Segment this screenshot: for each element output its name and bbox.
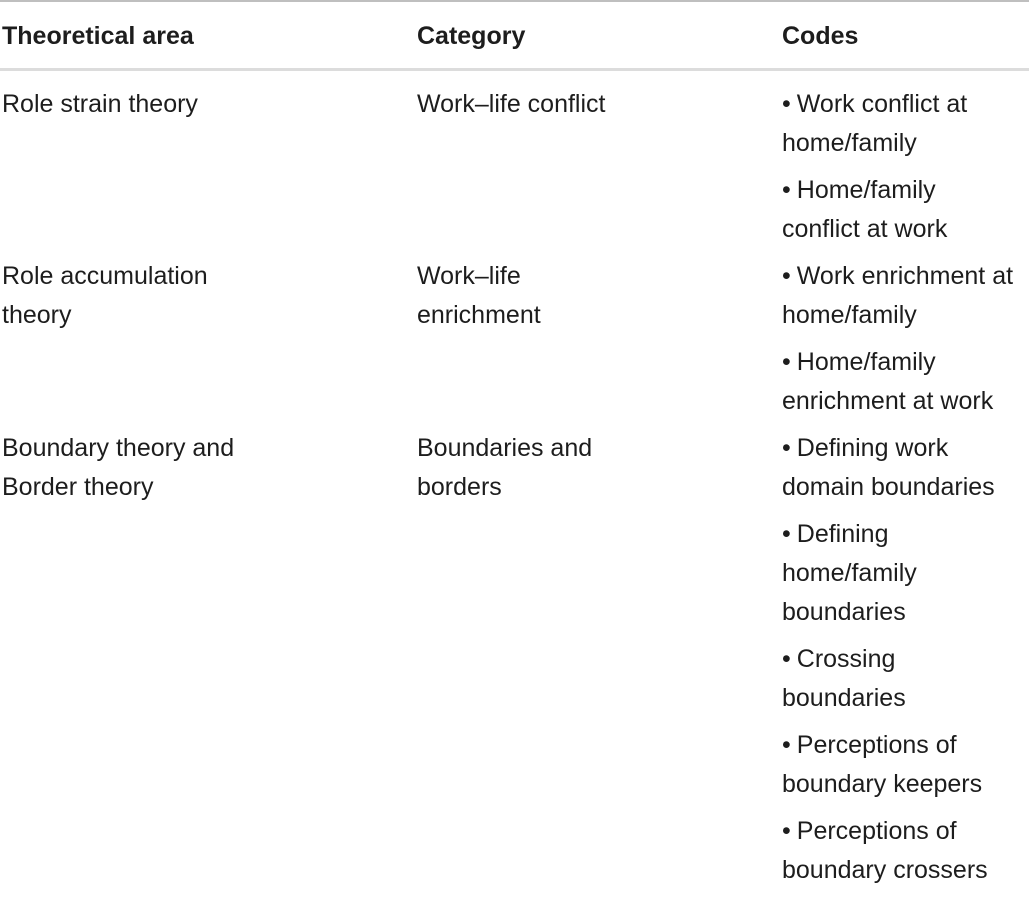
- table-row: Boundary theory and Border theory Boundar…: [0, 429, 1029, 898]
- cell-theoretical-area: Role accumulation theory: [2, 262, 208, 329]
- code-item: • Home/family enrichment at work: [782, 343, 1017, 421]
- code-item: • Crossing boundaries: [782, 640, 1017, 718]
- code-label: Home/family enrichment at work: [782, 348, 994, 415]
- code-item: • Home/family conflict at work: [782, 171, 1017, 249]
- bullet-icon: •: [782, 262, 791, 290]
- table-row: Role strain theory Work–life conflict • Wor…: [0, 85, 1029, 257]
- code-label: Work conflict at home/family: [782, 90, 968, 157]
- table-body: Role strain theory Work–life conflict • Wor…: [0, 71, 1029, 898]
- cell-codes: • Work enrichment at home/family • Home/fam…: [780, 257, 1017, 429]
- bullet-icon: •: [782, 348, 791, 376]
- bullet-icon: •: [782, 434, 791, 462]
- code-label: Home/family conflict at work: [782, 176, 948, 243]
- cell-category: Boundaries and borders: [417, 434, 593, 501]
- bullet-icon: •: [782, 817, 791, 845]
- code-item: • Defining work domain boundaries: [782, 429, 1017, 507]
- bullet-icon: •: [782, 520, 791, 548]
- code-label: Defining work domain boundaries: [782, 434, 995, 501]
- cell-category: Work–life conflict: [417, 90, 606, 118]
- cell-codes: • Work conflict at home/family • Home/famil…: [780, 85, 1017, 257]
- column-header-codes: Codes: [782, 22, 859, 50]
- code-item: • Perceptions of boundary keepers: [782, 726, 1017, 804]
- code-label: Work enrichment at home/family: [782, 262, 1014, 329]
- table-row: Role accumulation theory Work–life enrich…: [0, 257, 1029, 429]
- code-item: • Perceptions of boundary crossers: [782, 812, 1017, 890]
- code-label: Defining home/family boundaries: [782, 520, 917, 626]
- bullet-icon: •: [782, 645, 791, 673]
- cell-theoretical-area: Role strain theory: [2, 90, 198, 118]
- code-item: • Work enrichment at home/family: [782, 257, 1017, 335]
- table-header-row: Theoretical area Category Codes: [0, 2, 1029, 71]
- column-header-theoretical-area: Theoretical area: [2, 22, 194, 50]
- code-label: Perceptions of boundary keepers: [782, 731, 983, 798]
- bullet-icon: •: [782, 731, 791, 759]
- column-header-category: Category: [417, 22, 526, 50]
- bullet-icon: •: [782, 176, 791, 204]
- code-label: Perceptions of boundary crossers: [782, 817, 988, 884]
- code-item: • Defining home/family boundaries: [782, 515, 1017, 632]
- cell-category: Work–life enrichment: [417, 262, 541, 329]
- cell-codes: • Defining work domain boundaries • Definin…: [780, 429, 1017, 898]
- code-label: Crossing boundaries: [782, 645, 906, 712]
- code-item: • Work conflict at home/family: [782, 85, 1017, 163]
- bullet-icon: •: [782, 90, 791, 118]
- cell-theoretical-area: Boundary theory and Border theory: [2, 434, 235, 501]
